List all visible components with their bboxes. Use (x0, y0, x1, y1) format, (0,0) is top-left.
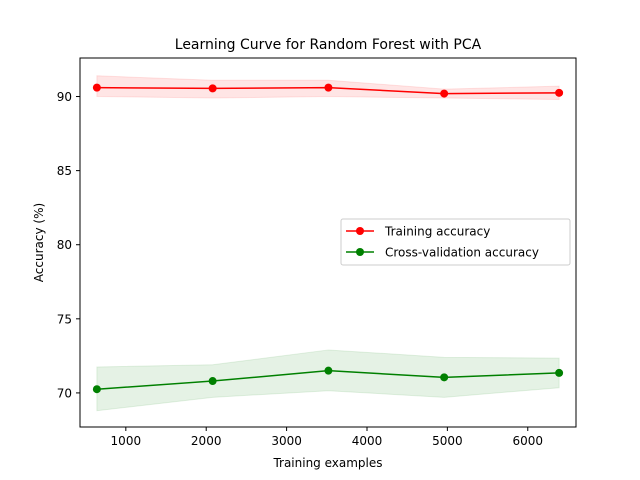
series-1-point (324, 366, 333, 375)
series-1-point (92, 385, 101, 394)
series-lines (92, 83, 564, 394)
x-tick-label: 1000 (111, 434, 142, 448)
legend-training-label: Training accuracy (384, 225, 490, 239)
y-tick-label: 90 (57, 90, 72, 104)
chart-title: Learning Curve for Random Forest with PC… (175, 37, 482, 53)
plot-area-frame (79, 57, 577, 428)
series-0-point (555, 88, 564, 97)
y-tick-label: 75 (57, 312, 72, 326)
series-0-point (208, 84, 217, 93)
legend-cv-marker (356, 248, 364, 256)
legend-box (340, 218, 571, 266)
x-tick-label: 6000 (512, 434, 543, 448)
x-tick-label: 3000 (271, 434, 302, 448)
x-axis-label: Training examples (272, 456, 382, 470)
axis-ticks: 1000 2000 3000 4000 5000 6000 70 75 80 85 90 (57, 90, 543, 448)
legend-cv-label: Cross-validation accuracy (385, 246, 539, 260)
series-0-point (324, 83, 333, 92)
series-0-point (92, 83, 101, 92)
y-tick-label: 80 (57, 238, 72, 252)
x-tick-label: 2000 (191, 434, 222, 448)
x-tick-label: 4000 (352, 434, 383, 448)
legend: Training accuracy Cross-validation accur… (340, 218, 571, 266)
x-tick-label: 5000 (432, 434, 463, 448)
series-0-point (440, 89, 449, 98)
series-1-band (96, 349, 560, 412)
legend-training-marker (356, 227, 364, 235)
series-1-point (208, 377, 217, 386)
y-tick-label: 70 (57, 386, 72, 400)
series-1-point (440, 373, 449, 382)
y-tick-label: 85 (57, 164, 72, 178)
y-axis-label: Accuracy (%) (32, 203, 46, 282)
series-1-point (555, 368, 564, 377)
